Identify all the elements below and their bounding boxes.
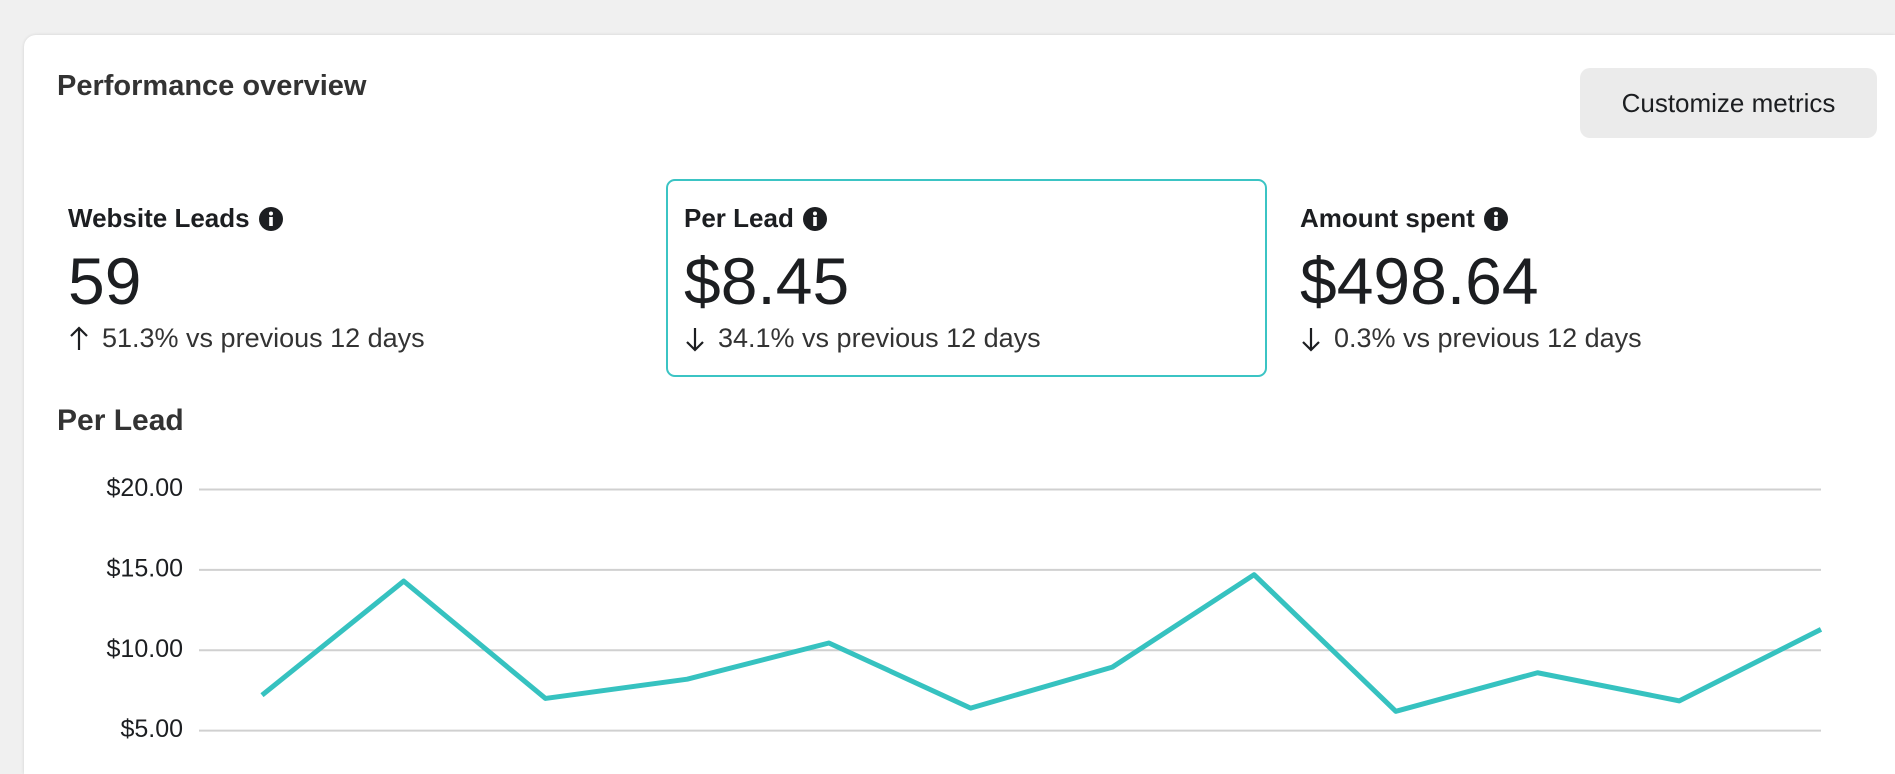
metric-value: $498.64: [1300, 244, 1539, 318]
metric-label-text: Website Leads: [68, 203, 250, 233]
info-icon[interactable]: [258, 206, 284, 232]
metric-change-text: 51.3% vs previous 12 days: [102, 323, 425, 353]
arrow-shape: [70, 325, 88, 350]
metric-label: Per Lead: [684, 203, 828, 234]
title: Performance overview: [57, 70, 367, 102]
metric-card[interactable]: Per Lead $8.45 34.1% vs previous 12 days: [666, 179, 1267, 377]
info-dot: [268, 211, 273, 215]
customize-button[interactable]: Customize metrics: [1580, 68, 1877, 138]
metric-change: 0.3% vs previous 12 days: [1300, 323, 1642, 354]
metric-label: Website Leads: [68, 203, 284, 234]
info-bar: [813, 216, 817, 226]
trend-arrow: [686, 327, 704, 352]
metric-label-text: Per Lead: [684, 203, 794, 233]
arrow-shape: [686, 327, 704, 352]
chart-title: Per Lead: [57, 404, 184, 437]
metric-change: 51.3% vs previous 12 days: [68, 323, 425, 354]
info-bar: [1493, 216, 1498, 226]
y-tick-label: $5.00: [120, 715, 183, 743]
info-dot: [812, 211, 817, 215]
info-bar: [268, 216, 273, 226]
metric-value: $8.45: [684, 244, 850, 318]
y-tick-label: $20.00: [107, 474, 183, 502]
info-icon[interactable]: [802, 206, 828, 232]
metric-card[interactable]: Website Leads 59 51.3% vs previous 12 days: [50, 179, 651, 377]
metric-label-text: Amount spent: [1300, 203, 1475, 233]
metric-label: Amount spent: [1300, 203, 1509, 234]
trend-arrow: [1302, 327, 1320, 352]
y-tick-label: $15.00: [107, 554, 183, 582]
metric-change-text: 0.3% vs previous 12 days: [1334, 323, 1642, 353]
metric-card[interactable]: Amount spent $498.64 0.3% vs previous 12 d…: [1282, 179, 1883, 377]
info-dot: [1493, 211, 1498, 215]
y-tick-label: $10.00: [107, 635, 183, 663]
info-icon[interactable]: [1483, 206, 1509, 232]
metric-change-text: 34.1% vs previous 12 days: [718, 323, 1041, 353]
data-line: [260, 572, 1823, 714]
arrow-shape: [1302, 327, 1320, 352]
trend-arrow: [70, 325, 88, 350]
metric-change: 34.1% vs previous 12 days: [684, 323, 1041, 354]
metric-value: 59: [68, 244, 142, 318]
